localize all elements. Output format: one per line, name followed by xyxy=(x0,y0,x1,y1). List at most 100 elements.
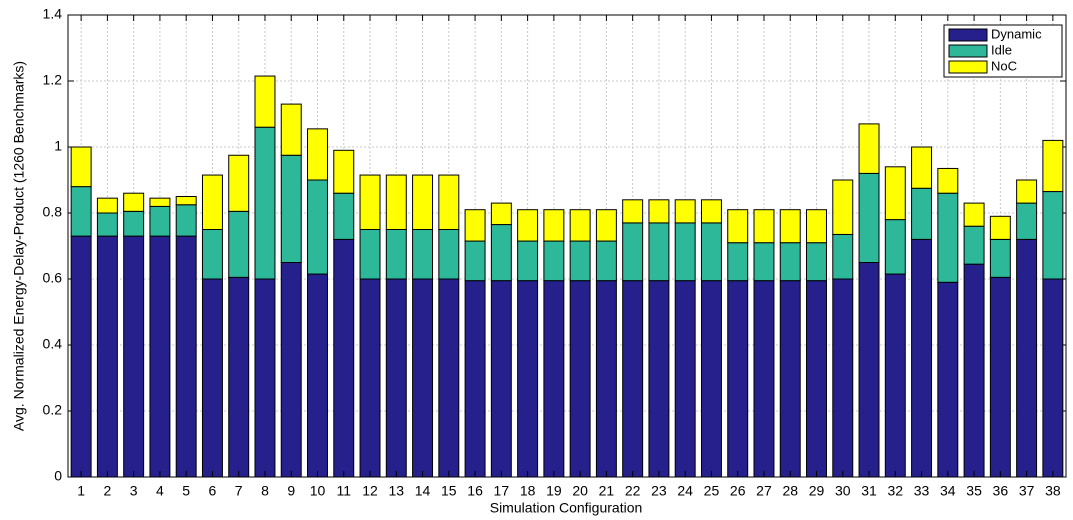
bar-segment xyxy=(412,174,434,231)
y-tick-label: 0.4 xyxy=(43,336,63,352)
x-tick-label: 17 xyxy=(494,483,510,499)
bar-segment xyxy=(569,280,591,478)
bar-segment xyxy=(727,280,749,478)
bar-segment xyxy=(858,123,880,174)
bar-segment xyxy=(937,167,959,194)
x-tick-label: 16 xyxy=(467,483,483,499)
bar-segment xyxy=(1016,238,1038,478)
bar-segment xyxy=(517,280,539,478)
x-tick-label: 7 xyxy=(235,483,243,499)
bar-segment xyxy=(254,126,276,280)
bar-segment xyxy=(832,233,854,280)
bar-segment xyxy=(412,229,434,280)
bar-segment xyxy=(1016,179,1038,204)
x-tick-label: 1 xyxy=(77,483,85,499)
bar-segment xyxy=(70,186,92,237)
bar-segment xyxy=(648,222,670,282)
bar-segment xyxy=(622,222,644,282)
plot-frame xyxy=(67,14,1067,478)
x-tick-label: 28 xyxy=(782,483,798,499)
legend-label: NoC xyxy=(991,58,1017,73)
bar-segment xyxy=(806,280,827,478)
y-axis-label: Avg. Normalized Energy-Delay-Product (12… xyxy=(11,61,27,431)
legend-label: Dynamic xyxy=(991,26,1042,41)
bar-segment xyxy=(307,128,328,181)
y-tick-label: 1.2 xyxy=(43,72,63,88)
bar-segment xyxy=(123,192,145,212)
bar-segment xyxy=(779,280,801,478)
bar-segment xyxy=(753,242,775,282)
bar-segment xyxy=(228,210,250,278)
y-tick-label: 0.8 xyxy=(43,204,63,220)
x-tick-label: 38 xyxy=(1045,483,1061,499)
legend-label: Idle xyxy=(991,42,1012,57)
bar-segment xyxy=(490,224,512,282)
x-tick-label: 13 xyxy=(389,483,405,499)
bar-segment xyxy=(1016,202,1038,240)
bar-segment xyxy=(359,174,381,231)
y-tick-label: 1.4 xyxy=(43,6,63,22)
bar-segment xyxy=(569,209,591,242)
bar-segment xyxy=(911,238,933,478)
bar-segment xyxy=(149,205,171,237)
bar-segment xyxy=(96,235,118,478)
x-tick-label: 26 xyxy=(730,483,746,499)
y-tick-label: 1 xyxy=(54,138,62,154)
x-tick-label: 9 xyxy=(287,483,295,499)
bar-segment xyxy=(123,235,145,478)
bar-segment xyxy=(307,273,328,478)
x-tick-label: 3 xyxy=(130,483,138,499)
bar-segment xyxy=(911,187,933,240)
bar-segment xyxy=(333,238,355,478)
x-tick-label: 6 xyxy=(209,483,217,499)
bar-segment xyxy=(674,222,696,282)
bar-segment xyxy=(70,235,92,478)
y-tick-label: 0.2 xyxy=(43,402,63,418)
bar-segment xyxy=(70,146,92,188)
bar-segment xyxy=(989,238,1011,278)
bar-segment xyxy=(753,280,775,478)
bar-segment xyxy=(648,280,670,478)
bar-segment xyxy=(359,278,381,478)
x-tick-label: 32 xyxy=(888,483,904,499)
bar-segment xyxy=(595,240,617,282)
x-tick-label: 4 xyxy=(156,483,164,499)
bar-segment xyxy=(700,280,722,478)
x-tick-label: 22 xyxy=(625,483,641,499)
x-tick-label: 12 xyxy=(362,483,378,499)
bar-segment xyxy=(884,166,906,221)
x-tick-label: 29 xyxy=(809,483,825,499)
bar-segment xyxy=(307,179,328,275)
bar-segment xyxy=(963,225,985,265)
bar-segment xyxy=(727,209,749,244)
bar-segment xyxy=(464,209,486,242)
bar-segment xyxy=(595,209,617,242)
x-tick-label: 33 xyxy=(914,483,930,499)
bar-segment xyxy=(149,235,171,478)
bar-segment xyxy=(464,280,486,478)
bar-segment xyxy=(884,273,906,478)
x-tick-label: 27 xyxy=(756,483,772,499)
x-tick-label: 31 xyxy=(861,483,877,499)
bar-segment xyxy=(858,262,880,478)
bar-segment xyxy=(228,154,250,212)
bar-segment xyxy=(280,103,302,156)
bar-segment xyxy=(674,199,696,224)
x-tick-label: 21 xyxy=(599,483,615,499)
bar-segment xyxy=(175,204,197,237)
bar-segment xyxy=(989,276,1011,478)
bar-segment xyxy=(937,192,959,283)
bar-segment xyxy=(622,280,644,478)
x-tick-label: 8 xyxy=(261,483,269,499)
bar-segment xyxy=(490,202,512,226)
x-tick-label: 30 xyxy=(835,483,851,499)
bar-segment xyxy=(727,242,749,282)
x-tick-label: 18 xyxy=(520,483,536,499)
bar-segment xyxy=(490,280,512,478)
bar-segment xyxy=(517,240,539,282)
x-tick-label: 25 xyxy=(704,483,720,499)
bar-segment xyxy=(911,146,933,189)
bar-segment xyxy=(385,229,407,280)
bar-segment xyxy=(806,242,827,282)
